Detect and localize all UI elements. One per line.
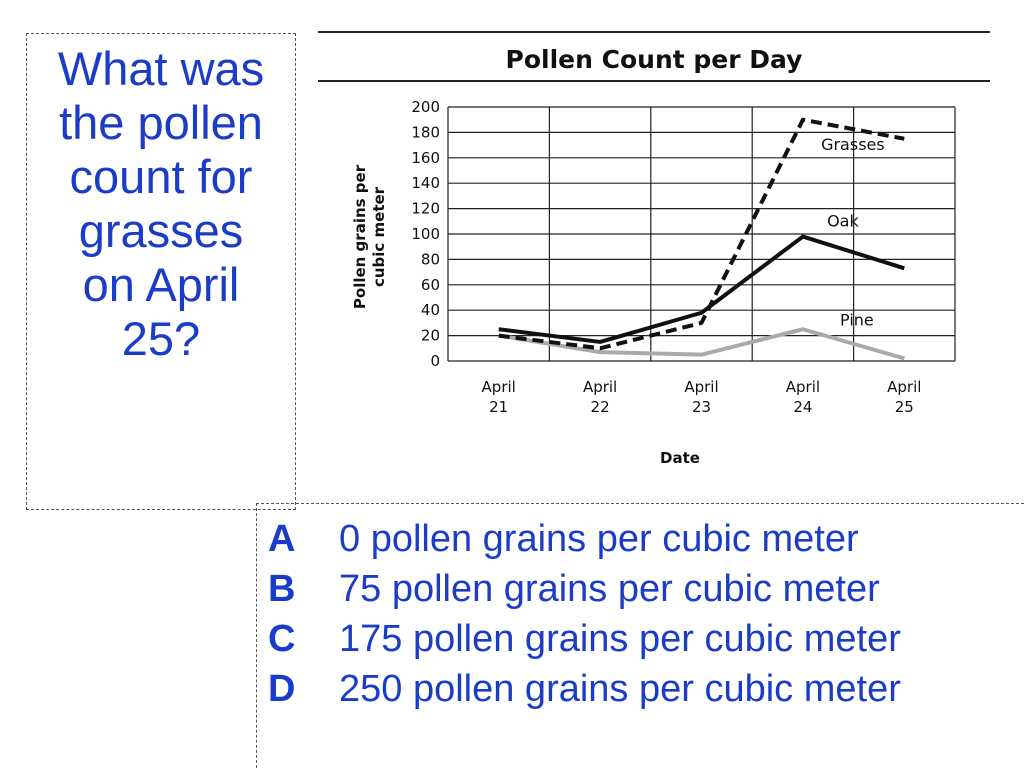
choice-b[interactable]: B 75 pollen grains per cubic meter: [257, 568, 1024, 618]
choice-letter: D: [268, 668, 296, 710]
question-line: 25?: [121, 312, 201, 365]
series-line-grasses: [498, 117, 905, 351]
y-tick-label: 20: [421, 327, 440, 345]
x-tick-label-day: 25: [895, 398, 914, 416]
x-tick-label-day: 22: [591, 398, 610, 416]
question-line: the pollen: [59, 96, 263, 149]
series-line-oak: [498, 234, 905, 344]
x-tick-label-day: 21: [489, 398, 508, 416]
x-tick-label-day: 23: [692, 398, 711, 416]
series-labels: Grasses Oak Pine: [821, 135, 885, 329]
y-tick-label: 120: [411, 200, 440, 218]
x-tick-label: April 22: [583, 378, 617, 416]
x-tick-label-month: April: [887, 378, 921, 396]
pollen-line-chart: Pollen Count per Day 0 20 40 60 80 100 120 140 1…: [318, 31, 990, 467]
choice-text: 250 pollen grains per cubic meter: [339, 668, 901, 710]
y-axis-title-line-1: Pollen grains per: [351, 164, 369, 309]
choice-d[interactable]: D 250 pollen grains per cubic meter: [257, 668, 1024, 718]
choice-letter: C: [268, 618, 296, 660]
series-line-pine: [498, 327, 905, 361]
question-line: grasses: [78, 204, 244, 257]
series-label-grasses: Grasses: [821, 135, 885, 154]
y-tick-label: 100: [411, 225, 440, 243]
x-axis-title: Date: [660, 449, 700, 467]
y-axis-title-line-2: cubic meter: [370, 186, 388, 287]
chart-area: Pollen Count per Day 0 20 40 60 80 100 120 140 1…: [310, 20, 1010, 490]
y-tick-label: 80: [421, 250, 440, 268]
choice-text: 75 pollen grains per cubic meter: [339, 568, 880, 610]
y-tick-label: 160: [411, 149, 440, 167]
series-label-pine: Pine: [840, 310, 874, 329]
question-line: What was: [57, 42, 265, 95]
y-axis-title: Pollen grains per cubic meter: [351, 164, 388, 309]
x-tick-labels: April 21 April 22 April 23 April 24 April 25: [482, 378, 922, 416]
y-tick-label: 60: [421, 276, 440, 294]
y-tick-label: 40: [421, 301, 440, 319]
x-tick-label: April 23: [684, 378, 718, 416]
choice-letter: B: [268, 568, 296, 610]
question-box: What was the pollen count for grasses on…: [26, 33, 296, 510]
x-tick-label-month: April: [684, 378, 718, 396]
y-tick-label: 180: [411, 123, 440, 141]
x-tick-label-month: April: [482, 378, 516, 396]
question-line: on April: [82, 258, 240, 311]
x-tick-label-month: April: [583, 378, 617, 396]
x-tick-label-day: 24: [793, 398, 812, 416]
y-tick-label: 200: [411, 98, 440, 116]
x-tick-label: April 24: [786, 378, 820, 416]
choice-text: 175 pollen grains per cubic meter: [339, 618, 901, 660]
question-line: count for: [69, 150, 253, 203]
series-label-oak: Oak: [827, 211, 859, 230]
y-tick-label: 140: [411, 174, 440, 192]
series-lines: [498, 117, 905, 361]
x-tick-label: April 25: [887, 378, 921, 416]
answer-choices: A 0 pollen grains per cubic meter B 75 p…: [256, 503, 1024, 768]
x-tick-label-month: April: [786, 378, 820, 396]
x-tick-label: April 21: [482, 378, 516, 416]
choice-c[interactable]: C 175 pollen grains per cubic meter: [257, 618, 1024, 668]
y-tick-labels: 0 20 40 60 80 100 120 140 160 180 200: [411, 98, 440, 370]
chart-title: Pollen Count per Day: [506, 45, 803, 74]
grid: [447, 106, 956, 362]
choice-letter: A: [268, 518, 296, 560]
y-tick-label: 0: [430, 352, 440, 370]
choice-text: 0 pollen grains per cubic meter: [339, 518, 859, 560]
choice-a[interactable]: A 0 pollen grains per cubic meter: [257, 518, 1024, 568]
